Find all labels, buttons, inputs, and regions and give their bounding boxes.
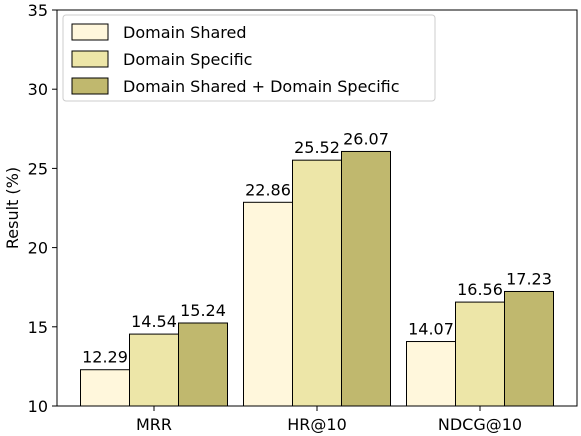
y-tick-label: 10 [28, 397, 48, 416]
bar-value-label: 26.07 [343, 129, 389, 148]
bar [504, 290, 554, 407]
y-tick-label: 30 [28, 80, 48, 99]
bar-value-label: 22.86 [245, 180, 291, 199]
bar-value-label: 17.23 [506, 269, 552, 288]
y-axis: 10 15 20 25 30 35 [28, 1, 57, 416]
y-axis-label: Result (%) [3, 167, 22, 249]
legend-label: Domain Specific [123, 50, 252, 69]
legend-label: Domain Shared [123, 23, 247, 42]
legend: Domain Shared Domain Specific Domain Share… [62, 14, 436, 102]
bar [80, 369, 130, 407]
bar-value-label: 12.29 [82, 348, 128, 367]
bar [178, 322, 228, 407]
x-tick-label: MRR [136, 415, 172, 434]
legend-swatch [71, 23, 109, 41]
bar-value-label: 25.52 [294, 138, 340, 157]
legend-swatch [71, 50, 109, 68]
bar [455, 301, 505, 407]
bar [129, 333, 179, 407]
legend-swatch [71, 77, 109, 95]
legend-label: Domain Shared + Domain Specific [123, 77, 400, 96]
bar-value-label: 15.24 [180, 301, 226, 320]
x-tick-label: NDCG@10 [438, 415, 522, 434]
y-tick-label: 15 [28, 318, 48, 337]
x-axis: MRR HR@10 NDCG@10 [136, 406, 522, 434]
bar [341, 150, 391, 407]
bar [406, 341, 456, 407]
bar-value-label: 14.07 [408, 320, 454, 339]
y-tick-label: 20 [28, 239, 48, 258]
y-tick-label: 35 [28, 1, 48, 20]
bar [243, 201, 293, 407]
bar-value-label: 14.54 [131, 312, 177, 331]
legend-box [62, 14, 436, 102]
bar [292, 159, 342, 407]
x-tick-label: HR@10 [287, 415, 347, 434]
bar-value-label: 16.56 [457, 280, 503, 299]
y-tick-label: 25 [28, 159, 48, 178]
